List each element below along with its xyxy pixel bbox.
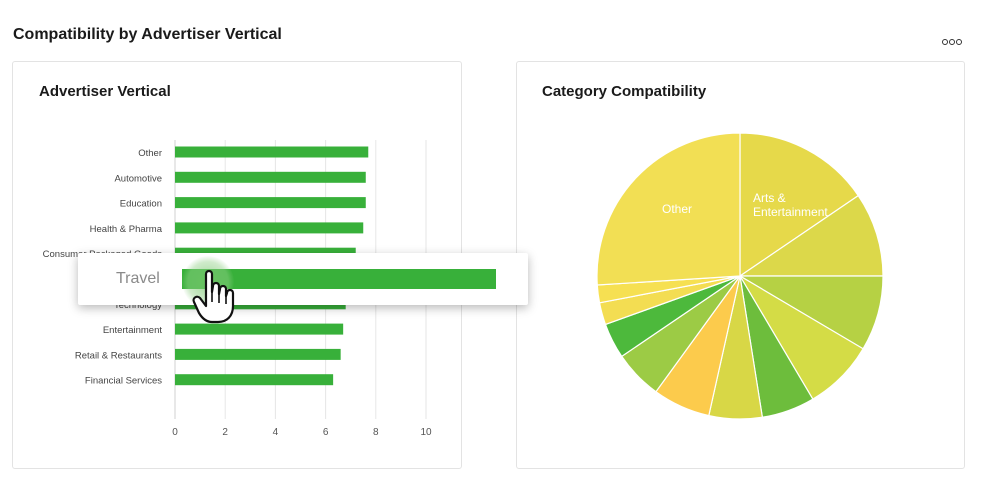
y-category-label: Financial Services: [85, 376, 162, 387]
y-category-label: Automotive: [114, 173, 162, 184]
x-tick-label: 10: [420, 427, 432, 438]
x-tick-label: 0: [172, 427, 178, 438]
y-category-label: Education: [120, 199, 162, 210]
pie-slice: [738, 194, 884, 277]
hand-pointer-icon: [192, 269, 235, 324]
pie-label-arts-entertainment: Arts & Entertainment: [753, 191, 828, 219]
tooltip-bar: [182, 269, 496, 289]
category-compatibility-card: Category Compatibility Arts & Entertainme…: [516, 61, 965, 469]
x-tick-label: 6: [323, 427, 329, 438]
y-category-label: Entertainment: [103, 325, 163, 336]
bar: [175, 323, 344, 335]
y-category-label: Technology: [114, 300, 162, 311]
bar: [175, 348, 341, 360]
bar: [175, 222, 364, 234]
bar: [175, 146, 369, 158]
bar-tooltip: Travel: [78, 253, 528, 305]
category-compatibility-pie-chart: Arts & Entertainment Other: [596, 132, 884, 420]
y-category-label: Retail & Restaurants: [75, 350, 162, 361]
pie-slice: [596, 132, 741, 286]
x-tick-label: 4: [273, 427, 279, 438]
tooltip-label: Travel: [116, 270, 160, 287]
bar: [175, 171, 366, 183]
pie-slice: [739, 132, 860, 278]
y-category-label: Other: [138, 148, 162, 159]
y-category-label: Health & Pharma: [90, 224, 163, 235]
bar: [175, 374, 334, 386]
pie-label-other: Other: [662, 202, 692, 216]
bar: [175, 197, 366, 209]
more-options-icon[interactable]: [942, 32, 966, 45]
x-tick-label: 8: [373, 427, 379, 438]
category-compatibility-title: Category Compatibility: [542, 83, 707, 100]
x-tick-label: 2: [222, 427, 228, 438]
advertiser-vertical-title: Advertiser Vertical: [39, 83, 171, 100]
page-title: Compatibility by Advertiser Vertical: [13, 26, 282, 43]
